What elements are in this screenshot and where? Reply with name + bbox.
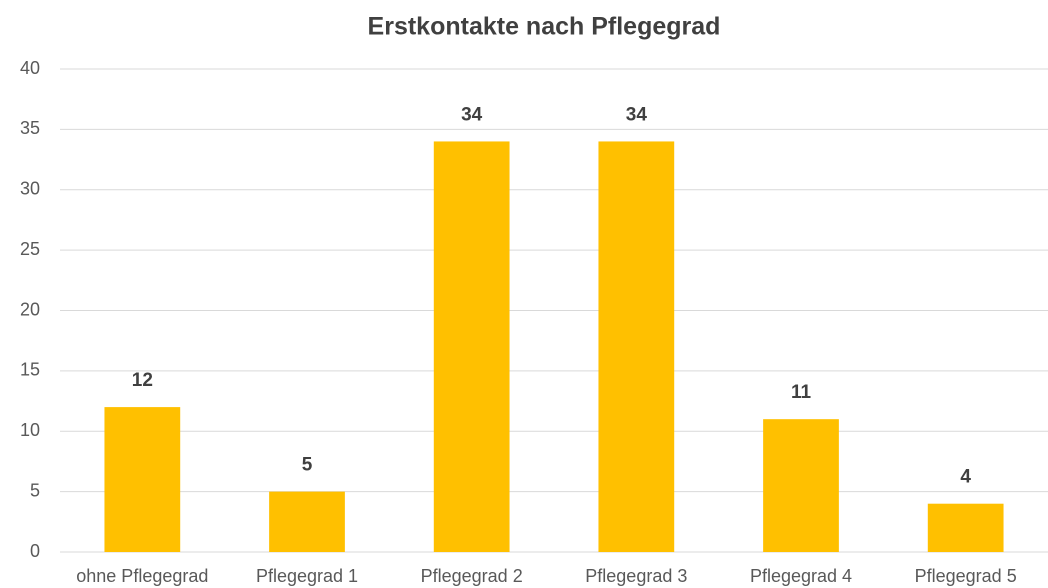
bar — [763, 419, 839, 552]
y-tick-label: 5 — [30, 480, 40, 500]
x-tick-label: Pflegegrad 4 — [750, 566, 852, 586]
y-tick-label: 20 — [20, 299, 40, 319]
y-tick-label: 15 — [20, 360, 40, 380]
x-tick-label: Pflegegrad 1 — [256, 566, 358, 586]
y-tick-label: 30 — [20, 179, 40, 199]
chart-title: Erstkontakte nach Pflegegrad — [368, 13, 721, 41]
x-tick-label: Pflegegrad 3 — [585, 566, 687, 586]
data-label: 4 — [960, 467, 971, 488]
y-tick-label: 40 — [20, 58, 40, 78]
data-label: 12 — [132, 370, 153, 391]
y-tick-label: 35 — [20, 118, 40, 138]
x-tick-label: ohne Pflegegrad — [76, 566, 208, 586]
x-tick-label: Pflegegrad 2 — [421, 566, 523, 586]
bar — [104, 407, 181, 552]
bar — [269, 491, 345, 552]
bar — [433, 141, 510, 552]
data-label: 34 — [461, 104, 483, 125]
x-tick-label: Pflegegrad 5 — [915, 566, 1017, 586]
data-label: 5 — [302, 455, 313, 476]
bar — [598, 141, 675, 552]
y-tick-label: 10 — [20, 420, 40, 440]
y-tick-label: 25 — [20, 239, 40, 259]
bar — [927, 503, 1004, 552]
y-tick-label: 0 — [30, 541, 40, 561]
data-label: 34 — [626, 104, 648, 125]
data-label: 11 — [791, 382, 812, 403]
